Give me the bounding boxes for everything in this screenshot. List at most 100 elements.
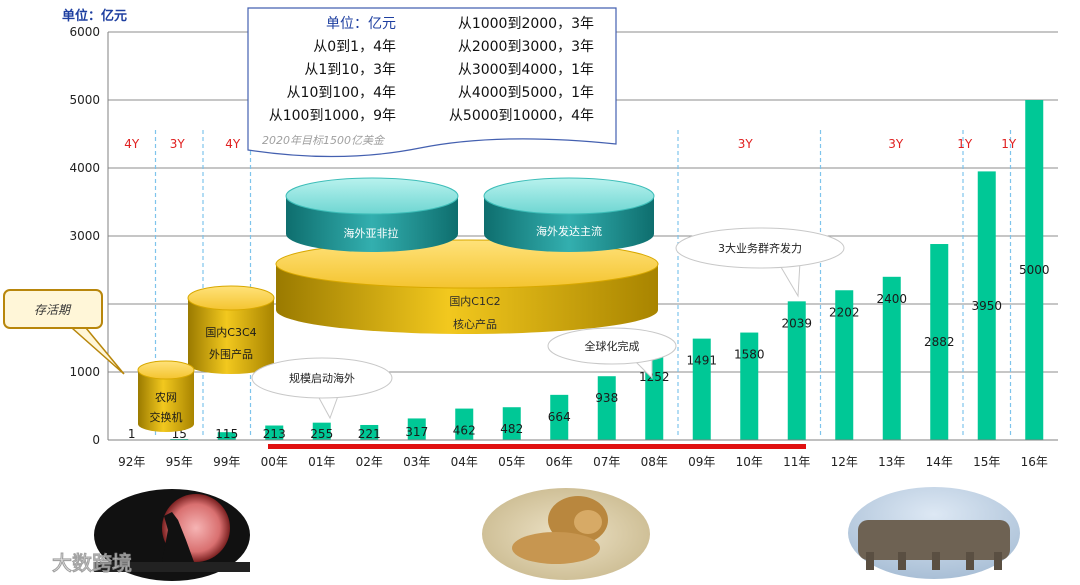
x-tick-label: 00年 [261, 455, 288, 469]
legend-box: 单位：亿元 从0到1，4年从1到10，3年从10到100，4年从100到1000… [247, 7, 617, 158]
x-tick-label: 02年 [356, 455, 383, 469]
bar-05年 [502, 407, 521, 440]
legend-right-line: 从5000到10000，4年 [449, 108, 594, 124]
callout-globalization-text: 全球化完成 [585, 339, 640, 353]
legend-unit: 单位：亿元 [326, 16, 396, 32]
legend-left-line: 从100到1000，9年 [269, 108, 396, 124]
bar-10年 [740, 332, 759, 440]
y-tick-label: 3000 [69, 229, 100, 243]
y-tick-label: 5000 [69, 93, 100, 107]
cylinder-c3c4: 国内C3C4 外围产品 [187, 285, 275, 374]
bar-15年 [977, 171, 996, 440]
legend-right-line: 从4000到5000，1年 [458, 85, 594, 101]
x-tick-label: 07年 [593, 455, 620, 469]
bar-06年 [550, 394, 569, 440]
bar-value-label: 462 [453, 424, 476, 438]
x-tick-label: 09年 [688, 455, 715, 469]
x-tick-label: 16年 [1021, 455, 1048, 469]
bar-value-label: 2202 [829, 305, 860, 319]
survival-period-callout: 存活期 [3, 289, 125, 375]
y-tick-label: 1000 [69, 365, 100, 379]
bar-value-label: 1491 [686, 354, 717, 368]
cylinder-rural: 农网 交换机 [137, 360, 195, 432]
bar-04年 [455, 408, 474, 440]
bar-value-label: 1252 [639, 370, 670, 384]
bar-value-label: 221 [358, 427, 381, 441]
bar-01年 [312, 422, 331, 440]
bar-value-label: 1580 [734, 348, 765, 362]
bar-09年 [692, 338, 711, 440]
legend-left-line: 从10到100，4年 [287, 85, 396, 101]
bar-value-label: 317 [405, 425, 428, 439]
x-tick-label: 11年 [783, 455, 810, 469]
legend-right-lines: 从1000到2000，3年从2000到3000，3年从3000到4000，1年从… [449, 16, 594, 124]
callout-overseas-start: 规模启动海外 [251, 357, 393, 420]
bar-value-label: 3950 [971, 299, 1002, 313]
bar-value-label: 115 [215, 427, 238, 441]
period-label: 4Y [225, 137, 241, 151]
bar-00年 [265, 425, 284, 440]
legend-left-line: 从1到10，3年 [304, 62, 396, 78]
bar-07年 [597, 376, 616, 440]
cylinder-c1c2: 国内C1C2 核心产品 [275, 239, 659, 334]
bar-13年 [882, 276, 901, 440]
cylinder-rural-line1: 农网 [155, 390, 177, 404]
legend-right-line: 从1000到2000，3年 [458, 16, 594, 32]
cylinder-overseas-developed-label: 海外发达主流 [536, 224, 602, 238]
cylinder-overseas-developed: 海外发达主流 [483, 177, 655, 252]
x-tick-label: 06年 [546, 455, 573, 469]
cylinder-c3c4-line2: 外围产品 [209, 347, 253, 361]
x-tick-label: 08年 [641, 455, 668, 469]
x-tick-label: 12年 [831, 455, 858, 469]
period-dividers [154, 130, 1012, 436]
period-label: 3Y [888, 137, 904, 151]
bar-12年 [835, 290, 854, 440]
callout-globalization: 全球化完成 [547, 327, 677, 380]
bar-11年 [787, 301, 806, 440]
period-label: 3Y [738, 137, 754, 151]
x-tick-label: 04年 [451, 455, 478, 469]
x-tick-label: 92年 [118, 455, 145, 469]
unit-label: 单位：亿元 [62, 8, 127, 24]
wolf-moon-image [94, 489, 250, 581]
period-label: 1Y [957, 137, 973, 151]
lion-image [482, 488, 650, 580]
bar-95年 [170, 438, 189, 440]
x-tick-label: 15年 [973, 455, 1000, 469]
x-axis-ticks: 92年 95年 99年 00年 01年 02年 03年 04年 05年 06年 07年 08年 09年 1… [118, 455, 1048, 469]
cylinder-rural-line2: 交换机 [150, 410, 183, 424]
callout-overseas-start-text: 规模启动海外 [289, 371, 355, 385]
legend-left-line: 从0到1，4年 [313, 39, 396, 55]
bar-value-label: 938 [595, 391, 618, 405]
cylinder-c1c2-line1: 国内C1C2 [449, 294, 500, 308]
survival-period-label: 存活期 [34, 303, 72, 317]
bar-value-label: 5000 [1019, 263, 1050, 277]
x-tick-label: 01年 [308, 455, 335, 469]
elephants-image [848, 487, 1020, 579]
bar-value-label: 255 [310, 427, 333, 441]
bar-value-label: 213 [263, 427, 286, 441]
bar-value-label: 482 [500, 422, 523, 436]
watermark-text: 大数跨境 [52, 551, 132, 575]
bar-03年 [407, 418, 426, 440]
x-tick-label: 10年 [736, 455, 763, 469]
bar-value-label: 2039 [781, 316, 812, 330]
overseas-expansion-strip [268, 444, 806, 449]
period-label: 4Y [124, 137, 140, 151]
legend-right-line: 从3000到4000，1年 [458, 62, 594, 78]
x-tick-label: 14年 [926, 455, 953, 469]
cylinder-c3c4-line1: 国内C3C4 [205, 325, 256, 339]
watermark: 大数跨境 [12, 550, 132, 575]
bar-16年 [1025, 100, 1044, 440]
x-tick-label: 05年 [498, 455, 525, 469]
cylinder-overseas-asia: 海外亚非拉 [285, 177, 459, 252]
y-tick-label: 6000 [69, 25, 100, 39]
y-tick-label: 4000 [69, 161, 100, 175]
y-tick-label: 0 [92, 433, 100, 447]
x-tick-label: 95年 [166, 455, 193, 469]
bar-value-label: 1 [128, 427, 136, 441]
callout-three-business: 3大业务群齐发力 [675, 227, 845, 298]
bar-value-label: 2400 [876, 292, 907, 306]
